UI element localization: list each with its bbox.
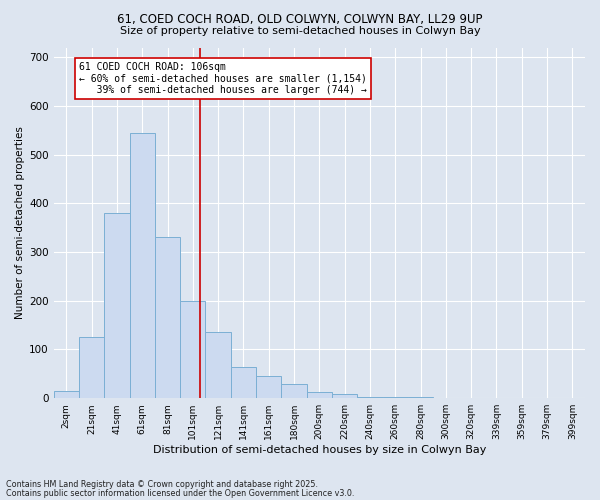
Bar [307, 392, 332, 398]
Bar [130, 132, 155, 398]
Text: Size of property relative to semi-detached houses in Colwyn Bay: Size of property relative to semi-detach… [119, 26, 481, 36]
Bar [79, 338, 104, 398]
Bar [383, 397, 408, 398]
X-axis label: Distribution of semi-detached houses by size in Colwyn Bay: Distribution of semi-detached houses by … [152, 445, 486, 455]
Bar [332, 394, 357, 398]
Bar [408, 397, 433, 398]
Text: 61 COED COCH ROAD: 106sqm
← 60% of semi-detached houses are smaller (1,154)
   3: 61 COED COCH ROAD: 106sqm ← 60% of semi-… [79, 62, 367, 96]
Bar [104, 213, 130, 398]
Text: Contains HM Land Registry data © Crown copyright and database right 2025.: Contains HM Land Registry data © Crown c… [6, 480, 318, 489]
Bar [281, 384, 307, 398]
Bar [231, 366, 256, 398]
Bar [357, 396, 383, 398]
Bar [53, 391, 79, 398]
Bar [155, 238, 180, 398]
Text: 61, COED COCH ROAD, OLD COLWYN, COLWYN BAY, LL29 9UP: 61, COED COCH ROAD, OLD COLWYN, COLWYN B… [117, 12, 483, 26]
Text: Contains public sector information licensed under the Open Government Licence v3: Contains public sector information licen… [6, 488, 355, 498]
Bar [256, 376, 281, 398]
Y-axis label: Number of semi-detached properties: Number of semi-detached properties [15, 126, 25, 320]
Bar [180, 301, 205, 398]
Bar [205, 332, 231, 398]
